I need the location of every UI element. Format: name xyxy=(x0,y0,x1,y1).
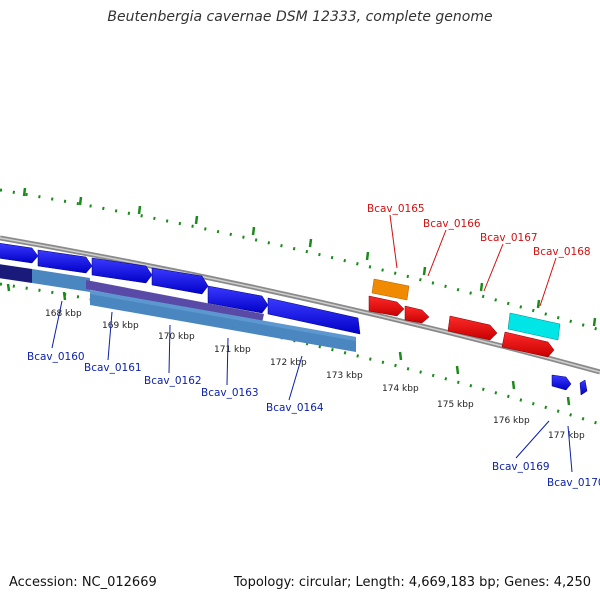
gene-arrow-bcav-0170 xyxy=(579,379,588,396)
gene-bcav-0166 xyxy=(404,305,430,324)
ruler-label-168: 168 kbp xyxy=(45,309,82,319)
ruler-label-175: 175 kbp xyxy=(437,400,474,410)
gene-bcav-0168 xyxy=(507,312,561,341)
gene-label-bcav-0162: Bcav_0162 xyxy=(144,375,202,387)
gene-bcav-0167 xyxy=(447,315,498,341)
label-leaders xyxy=(51,214,573,473)
accession-label: Accession: NC_012669 xyxy=(9,575,157,590)
ruler-label-176: 176 kbp xyxy=(493,416,530,426)
ruler-major-ticks xyxy=(6,187,597,406)
ruler-label-170: 170 kbp xyxy=(158,332,195,342)
reverse-strand-genes xyxy=(368,278,561,358)
gene-arrow-bcav-0160 xyxy=(0,243,39,264)
ruler-label-174: 174 kbp xyxy=(382,384,419,394)
gene-bcav-0165 xyxy=(371,278,410,301)
gene-label-bcav-0160: Bcav_0160 xyxy=(27,351,85,363)
gene-label-bcav-0161: Bcav_0161 xyxy=(84,362,142,374)
gene-label-bcav-0170: Bcav_0170 xyxy=(547,477,600,489)
gene-label-bcav-0166: Bcav_0166 xyxy=(423,218,481,230)
gene-arrow-bcav-0164 xyxy=(207,285,269,314)
gene-bcav-0165b xyxy=(368,295,405,317)
ruler-label-173: 173 kbp xyxy=(326,371,363,381)
gene-arrow-bcav-0163 xyxy=(151,267,209,295)
gene-bcav-0168b xyxy=(501,331,555,358)
gene-arrow-bcav-0162 xyxy=(91,257,153,284)
gene-label-bcav-0169: Bcav_0169 xyxy=(492,461,550,473)
gene-arrow-bcav-0161 xyxy=(37,249,93,274)
inner-feature-bars xyxy=(0,264,356,352)
forward-strand-genes xyxy=(0,243,588,396)
gene-label-bcav-0165: Bcav_0165 xyxy=(367,203,425,215)
gene-label-bcav-0167: Bcav_0167 xyxy=(480,232,538,244)
ruler-label-177: 177 kbp xyxy=(548,431,585,441)
ruler-label-172: 172 kbp xyxy=(270,358,307,368)
topology-label: Topology: circular; Length: 4,669,183 bp… xyxy=(233,575,591,590)
gene-labels: Bcav_0160 Bcav_0161 Bcav_0162 Bcav_0163 … xyxy=(27,203,600,489)
gene-label-bcav-0168: Bcav_0168 xyxy=(533,246,591,258)
ruler-label-169: 169 kbp xyxy=(102,321,139,331)
ruler-labels: 168 kbp 169 kbp 170 kbp 171 kbp 172 kbp … xyxy=(45,309,585,441)
gene-arrow-bcav-0169 xyxy=(551,374,572,391)
ruler-label-171: 171 kbp xyxy=(214,345,251,355)
genome-title: Beutenbergia cavernae DSM 12333, complet… xyxy=(107,9,493,25)
gene-label-bcav-0163: Bcav_0163 xyxy=(201,387,259,399)
gene-arrow-bcav-0164b xyxy=(267,297,361,335)
gene-label-bcav-0164: Bcav_0164 xyxy=(266,402,324,414)
